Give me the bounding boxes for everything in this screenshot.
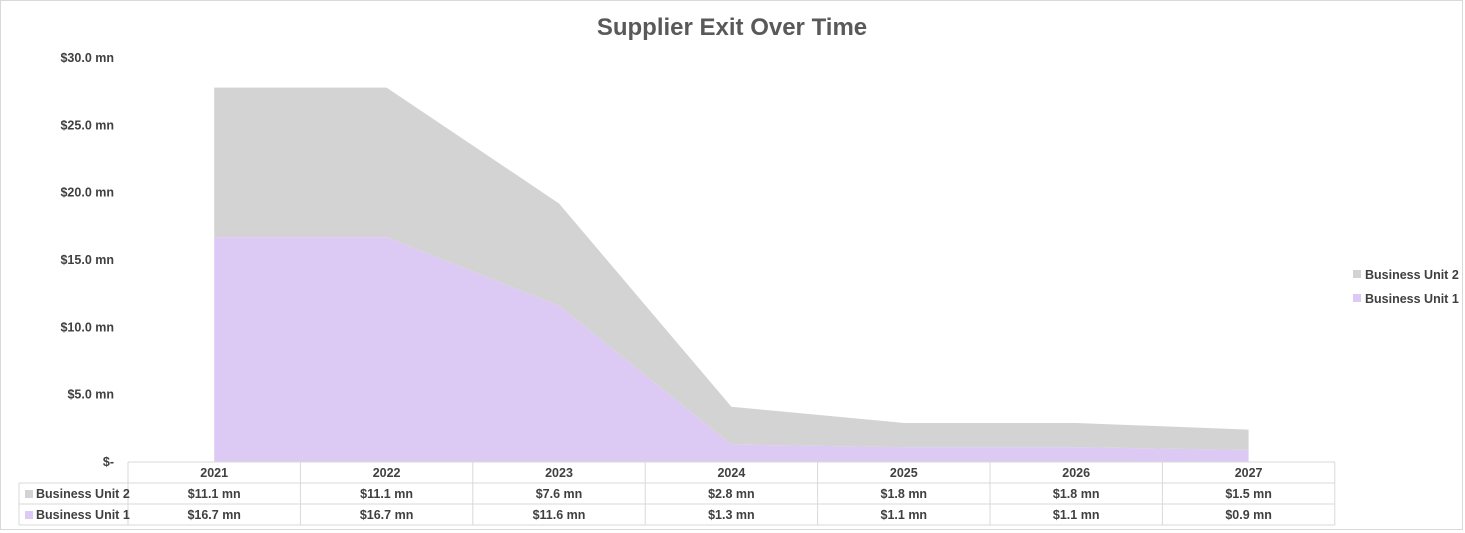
table-value: $11.6 mn [533,508,586,522]
y-tick-label: $30.0 mn [60,51,114,65]
table-row-label: Business Unit 2 [36,487,130,501]
y-tick-label: $15.0 mn [60,253,114,267]
legend: Business Unit 2 Business Unit 1 [1353,268,1459,306]
y-tick-label: $- [103,455,114,469]
area-business-unit-1 [214,237,1249,462]
y-axis: $- $5.0 mn $10.0 mn $15.0 mn $20.0 mn $25.0 m… [60,51,114,469]
table-value: $1.1 mn [1053,508,1100,522]
x-category-label: 2026 [1062,466,1090,480]
table-value: $16.7 mn [187,508,241,522]
table-value: $1.3 mn [708,508,755,522]
table-value: $0.9 mn [1225,508,1272,522]
table-value: $11.1 mn [188,487,241,501]
x-category-label: 2023 [545,466,573,480]
data-table: 2021 2022 2023 2024 2025 2026 2027 Business Uni… [18,461,1336,526]
x-category-label: 2022 [373,466,401,480]
legend-label: Business Unit 1 [1365,292,1459,306]
x-category-label: 2021 [200,466,228,480]
x-category-label: 2025 [890,466,918,480]
table-row-label: Business Unit 1 [36,508,130,522]
area-series-group [214,87,1249,462]
table-value: $1.8 mn [1053,487,1100,501]
y-tick-label: $10.0 mn [60,320,114,334]
table-value: $16.7 mn [360,508,414,522]
legend-label: Business Unit 2 [1365,268,1459,282]
table-value: $1.8 mn [881,487,928,501]
chart-title: Supplier Exit Over Time [597,14,867,41]
table-legend-key [25,511,33,519]
table-value: $1.5 mn [1225,487,1272,501]
table-value: $2.8 mn [708,487,755,501]
table-legend-key [25,490,33,498]
legend-swatch [1353,270,1361,278]
x-category-label: 2024 [717,466,745,480]
table-value: $11.1 mn [360,487,413,501]
legend-swatch [1353,294,1361,302]
x-category-label: 2027 [1235,466,1263,480]
y-tick-label: $5.0 mn [67,388,114,402]
y-tick-label: $25.0 mn [60,118,114,132]
y-tick-label: $20.0 mn [60,186,114,200]
area-business-unit-2 [214,87,1249,450]
table-value: $7.6 mn [536,487,583,501]
table-value: $1.1 mn [881,508,928,522]
